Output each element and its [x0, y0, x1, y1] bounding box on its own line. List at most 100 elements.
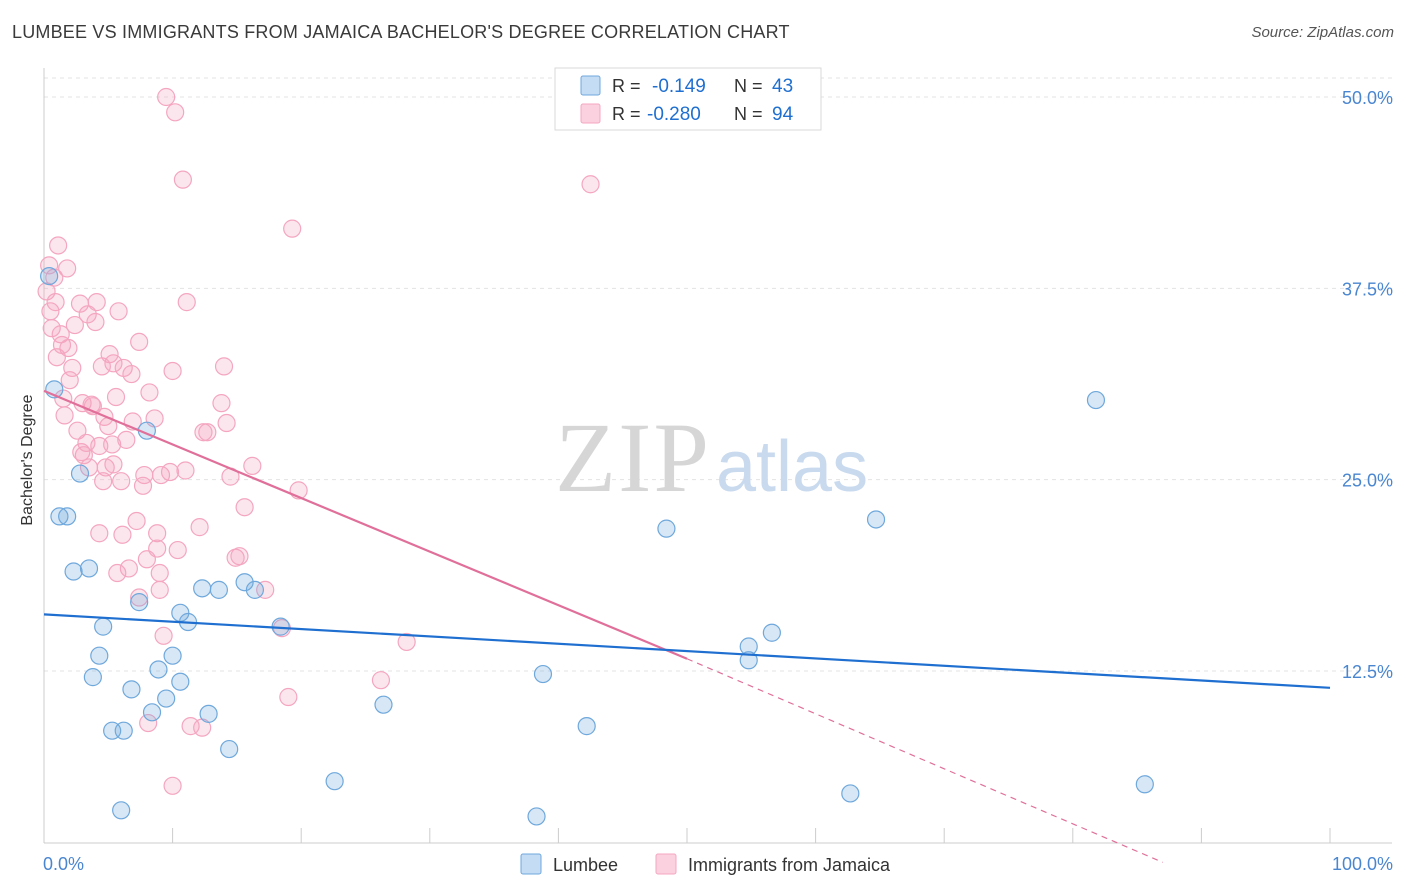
jamaica-point-60	[148, 539, 167, 558]
jamaica-point-23	[78, 305, 97, 324]
jamaica-point-67	[163, 361, 182, 381]
jamaica-point-28	[87, 293, 106, 312]
stats-legend-r-value-jamaica: -0.280	[647, 104, 701, 125]
jamaica-point-40	[106, 387, 126, 407]
chart-title: LUMBEE VS IMMIGRANTS FROM JAMAICA BACHEL…	[12, 22, 790, 42]
lumbee-point-27	[235, 573, 254, 592]
lumbee-point-13	[122, 680, 141, 699]
jamaica-point-61	[150, 580, 169, 599]
stats-legend-n-value-lumbee: 43	[772, 76, 793, 97]
jamaica-point-86	[243, 456, 262, 475]
jamaica-point-62	[150, 563, 169, 583]
source-label: Source: ZipAtlas.com	[1251, 24, 1394, 41]
lumbee-point-26	[220, 739, 239, 759]
jamaica-point-70	[168, 540, 187, 560]
lumbee-point-20	[171, 672, 190, 691]
series-lumbee-points	[40, 266, 1154, 826]
lumbee-point-35	[657, 519, 676, 538]
jamaica-point-85	[235, 498, 254, 517]
jamaica-point-51	[130, 332, 149, 352]
jamaica-point-48	[122, 364, 141, 384]
jamaica-point-46	[117, 430, 136, 449]
x-tick-label-max: 100.0%	[1332, 854, 1393, 874]
stats-legend-n-label-jamaica: N =	[734, 104, 763, 124]
lumbee-point-34	[577, 717, 596, 736]
jamaica-point-89	[279, 687, 298, 707]
jamaica-point-36	[100, 345, 119, 364]
y-tick-label-0: 12.5%	[1342, 662, 1393, 682]
watermark: ZIP atlas	[555, 402, 868, 513]
jamaica-point-94	[581, 175, 600, 194]
series-immigrants-from-jamaica-points	[37, 87, 600, 795]
jamaica-point-74	[181, 717, 200, 736]
lumbee-point-19	[163, 646, 182, 665]
jamaica-point-64	[154, 626, 173, 645]
stats-legend-swatch-jamaica	[580, 103, 601, 124]
jamaica-point-80	[214, 357, 234, 376]
jamaica-point-39	[104, 455, 123, 474]
jamaica-point-17	[68, 421, 87, 440]
jamaica-point-30	[90, 524, 109, 543]
stats-legend-r-label-jamaica: R =	[612, 104, 641, 124]
legend-swatch-jamaica	[655, 853, 677, 875]
legend-label-jamaica: Immigrants from Jamaica	[688, 855, 891, 875]
lumbee-point-2	[50, 507, 69, 526]
stats-legend-swatch-lumbee	[580, 75, 601, 96]
jamaica-point-73	[177, 293, 196, 312]
trend-lines	[43, 389, 1331, 863]
jamaica-point-56	[139, 713, 158, 733]
lumbee-point-28	[245, 580, 265, 599]
watermark-atlas: atlas	[716, 427, 868, 507]
lumbee-point-30	[325, 772, 344, 791]
lumbee-point-12	[112, 801, 131, 820]
lumbee-point-24	[199, 704, 218, 723]
lumbee-point-8	[90, 646, 109, 665]
lumbee-point-17	[149, 660, 168, 679]
jamaica-point-65	[157, 87, 176, 107]
jamaica-point-78	[198, 423, 217, 442]
jamaica-point-15	[63, 358, 82, 378]
lumbee-point-41	[1086, 390, 1106, 410]
x-tick-label-min: 0.0%	[43, 854, 84, 874]
lumbee-point-14	[130, 593, 149, 612]
jamaica-point-87	[256, 580, 275, 599]
jamaica-point-42	[109, 302, 128, 321]
jamaica-point-38	[104, 354, 123, 373]
jamaica-point-84	[230, 547, 249, 566]
lumbee-point-31	[374, 695, 393, 714]
jamaica-point-52	[130, 588, 149, 607]
lumbee-point-3	[58, 507, 77, 526]
lumbee-point-32	[527, 807, 546, 826]
jamaica-point-5	[46, 293, 65, 312]
jamaica-point-44	[113, 525, 132, 544]
lumbee-point-6	[79, 559, 99, 578]
series-legend: Lumbee Immigrants from Jamaica	[520, 853, 891, 875]
stats-legend-r-value-lumbee: -0.149	[652, 76, 706, 97]
axes	[43, 68, 1392, 844]
jamaica-trend-line	[43, 389, 688, 660]
lumbee-point-42	[1135, 775, 1154, 794]
tick-labels: 12.5% 25.0% 37.5% 50.0% 0.0% 100.0%	[43, 88, 1393, 874]
jamaica-point-69	[166, 103, 185, 122]
jamaica-point-92	[371, 671, 391, 690]
jamaica-point-7	[49, 236, 68, 255]
stats-legend: R = -0.149 N = 43 R = -0.280 N = 94	[554, 67, 822, 131]
lumbee-point-38	[762, 623, 781, 642]
jamaica-point-11	[55, 406, 74, 425]
jamaica-point-75	[190, 518, 209, 537]
jamaica-point-81	[217, 413, 236, 433]
lumbee-point-39	[841, 784, 860, 803]
jamaica-point-66	[160, 462, 180, 482]
jamaica-point-54	[135, 465, 154, 485]
lumbee-point-4	[64, 562, 83, 581]
lumbee-point-5	[70, 464, 90, 483]
jamaica-point-37	[103, 435, 122, 454]
stats-legend-n-value-jamaica: 94	[772, 104, 794, 125]
legend-label-lumbee: Lumbee	[553, 855, 618, 875]
jamaica-point-27	[86, 312, 105, 332]
jamaica-point-93	[397, 632, 416, 652]
jamaica-point-32	[94, 472, 113, 491]
legend-swatch-lumbee	[520, 853, 542, 875]
jamaica-point-72	[176, 461, 195, 480]
lumbee-trend-line	[43, 613, 1331, 689]
